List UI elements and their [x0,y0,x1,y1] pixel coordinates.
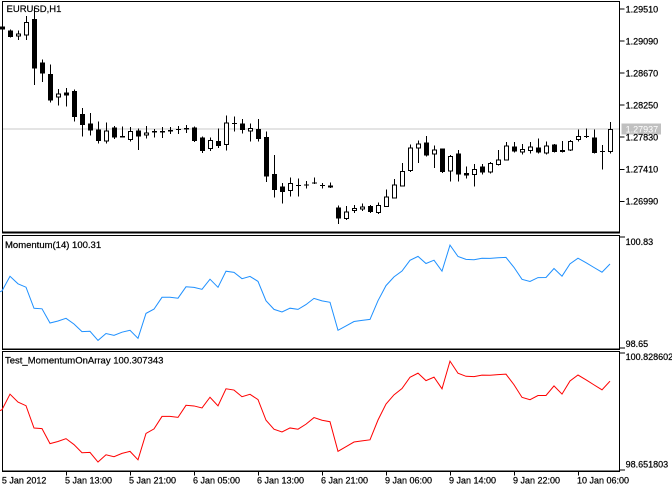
svg-text:1.27937: 1.27937 [626,124,659,134]
svg-text:5 Jan 13:00: 5 Jan 13:00 [65,476,112,486]
svg-text:5 Jan 2012: 5 Jan 2012 [2,476,47,486]
svg-text:9 Jan 06:00: 9 Jan 06:00 [385,476,432,486]
svg-text:100.828602: 100.828602 [626,352,672,362]
svg-text:1.27410: 1.27410 [626,165,659,175]
svg-text:5 Jan 21:00: 5 Jan 21:00 [129,476,176,486]
svg-text:6 Jan 21:00: 6 Jan 21:00 [321,476,368,486]
svg-text:98.651803: 98.651803 [626,459,669,469]
svg-text:1.28670: 1.28670 [626,69,659,79]
svg-text:1.29510: 1.29510 [626,5,659,15]
svg-text:6 Jan 05:00: 6 Jan 05:00 [193,476,240,486]
svg-text:9 Jan 14:00: 9 Jan 14:00 [449,476,496,486]
svg-text:9 Jan 22:00: 9 Jan 22:00 [513,476,560,486]
svg-text:1.26990: 1.26990 [626,197,659,207]
svg-text:Test_MomentumOnArray 100.30734: Test_MomentumOnArray 100.307343 [5,356,163,367]
svg-text:Momentum(14) 100.31: Momentum(14) 100.31 [5,240,101,251]
svg-text:98.65: 98.65 [626,339,649,349]
svg-text:1.28250: 1.28250 [626,101,659,111]
svg-text:1.27830: 1.27830 [626,133,659,143]
svg-text:10 Jan 06:00: 10 Jan 06:00 [577,476,629,486]
svg-text:EURUSD,H1: EURUSD,H1 [7,4,62,15]
svg-text:6 Jan 13:00: 6 Jan 13:00 [257,476,304,486]
svg-text:1.29090: 1.29090 [626,37,659,47]
svg-text:100.83: 100.83 [626,237,654,247]
